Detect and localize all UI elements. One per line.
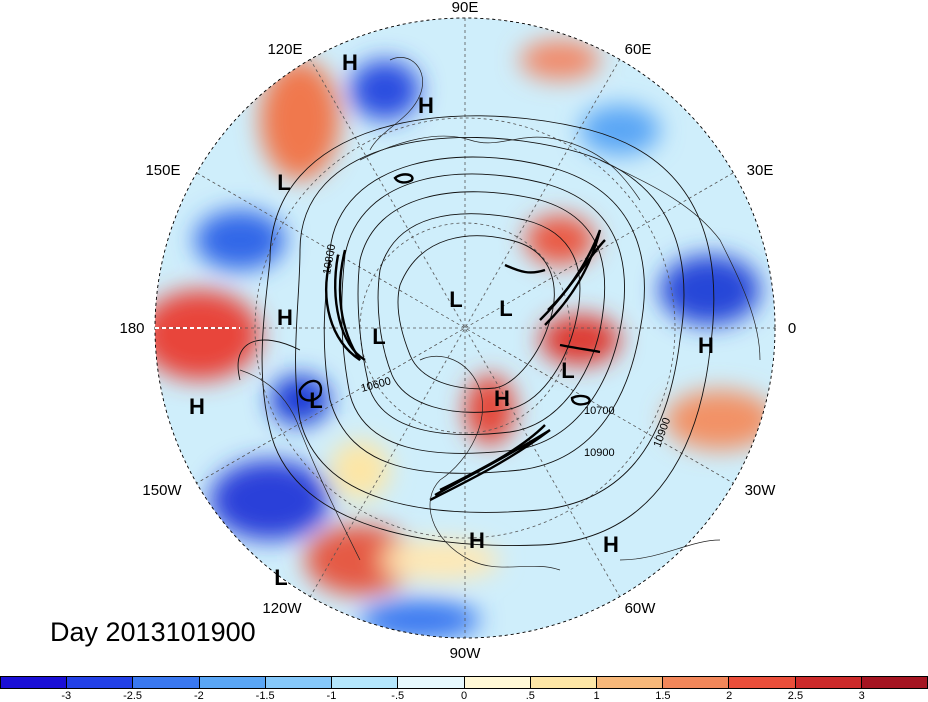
colorbar-swatch xyxy=(795,677,862,688)
pressure-marker-high: H xyxy=(418,93,434,118)
pressure-marker-low: L xyxy=(277,170,290,195)
lon-label-60e: 60E xyxy=(625,41,652,58)
contour-label: 10900 xyxy=(584,447,615,459)
colorbar-swatch xyxy=(398,677,465,688)
colorbar-tick-label: 1.5 xyxy=(655,690,671,702)
colorbar-swatch xyxy=(332,677,399,688)
coastlines xyxy=(239,57,761,571)
pressure-marker-high: H xyxy=(469,528,485,553)
colorbar-tick-label: -2.5 xyxy=(123,690,143,702)
colorbar-tick-label: -3 xyxy=(61,690,72,702)
colorbar-tick-label: 0 xyxy=(460,690,468,702)
jet-contours xyxy=(298,173,606,502)
contour-value-labels: 10800 10600 10700 10900 10900 xyxy=(321,243,673,459)
pressure-marker-low: L xyxy=(372,324,385,349)
lon-label-30e: 30E xyxy=(747,162,774,179)
height-contours xyxy=(237,115,715,546)
colorbar-swatch xyxy=(67,677,134,688)
contour-label: 10800 xyxy=(321,243,338,275)
pressure-marker-low: L xyxy=(274,565,287,590)
colorbar-swatch xyxy=(199,677,266,688)
colorbar-swatch xyxy=(1,677,68,688)
pressure-markers: H H L H L L L H L H L H H H L xyxy=(189,50,714,590)
pressure-marker-high: H xyxy=(698,333,714,358)
colorbar-swatch xyxy=(861,677,928,688)
pressure-marker-low: L xyxy=(449,287,462,312)
contour-label: 10700 xyxy=(584,405,615,417)
lon-label-90w: 90W xyxy=(450,645,482,662)
colorbar-swatch xyxy=(133,677,200,688)
colorbar-tick-labels: -3 -2.5 -2 -1.5 -1 -.5 0 .5 1 1.5 2 2.5 3 xyxy=(0,690,928,702)
pressure-marker-low: L xyxy=(499,296,512,321)
colorbar-swatch xyxy=(596,677,664,688)
lon-label-150e: 150E xyxy=(145,162,180,179)
colorbar xyxy=(0,676,928,689)
colorbar-tick-label: -.5 xyxy=(391,690,405,702)
colorbar-tick-label: -1 xyxy=(326,690,337,702)
lon-label-0: 0 xyxy=(788,320,796,337)
colorbar-swatch xyxy=(663,677,730,688)
longitude-labels: 90E 60E 30E 0 30W 60W 90W 120W 150W 180 … xyxy=(119,0,796,662)
lon-label-120w: 120W xyxy=(262,600,302,617)
colorbar-swatch xyxy=(464,677,531,688)
colorbar-swatch xyxy=(530,677,597,688)
colorbar-swatch xyxy=(729,677,796,688)
lon-label-30w: 30W xyxy=(745,482,777,499)
lon-label-150w: 150W xyxy=(142,482,182,499)
colorbar-tick-label: .5 xyxy=(525,690,535,702)
colorbar-tick-label: 1 xyxy=(593,690,600,702)
colorbar-tick-label: 3 xyxy=(858,690,865,702)
pressure-marker-high: H xyxy=(189,394,205,419)
colorbar-tick-label: -1.5 xyxy=(255,690,275,702)
lon-label-180: 180 xyxy=(119,320,144,337)
pressure-marker-low: L xyxy=(561,358,574,383)
colorbar-tick-label: 2.5 xyxy=(787,690,804,702)
pressure-marker-high: H xyxy=(494,386,510,411)
pressure-marker-low: L xyxy=(309,388,322,413)
pressure-marker-high: H xyxy=(342,50,358,75)
colorbar-tick-label: -2 xyxy=(193,690,204,702)
lon-label-90e: 90E xyxy=(452,0,479,16)
lon-label-60w: 60W xyxy=(625,600,657,617)
colorbar-swatch xyxy=(265,677,333,688)
pressure-marker-high: H xyxy=(603,532,619,557)
colorbar-tick-label: 2 xyxy=(726,690,733,702)
lon-label-120e: 120E xyxy=(267,41,302,58)
map-title: Day 2013101900 xyxy=(50,617,256,647)
polar-stereographic-map: 90E 60E 30E 0 30W 60W 90W 120W 150W 180 … xyxy=(119,0,796,662)
pressure-marker-high: H xyxy=(277,305,293,330)
